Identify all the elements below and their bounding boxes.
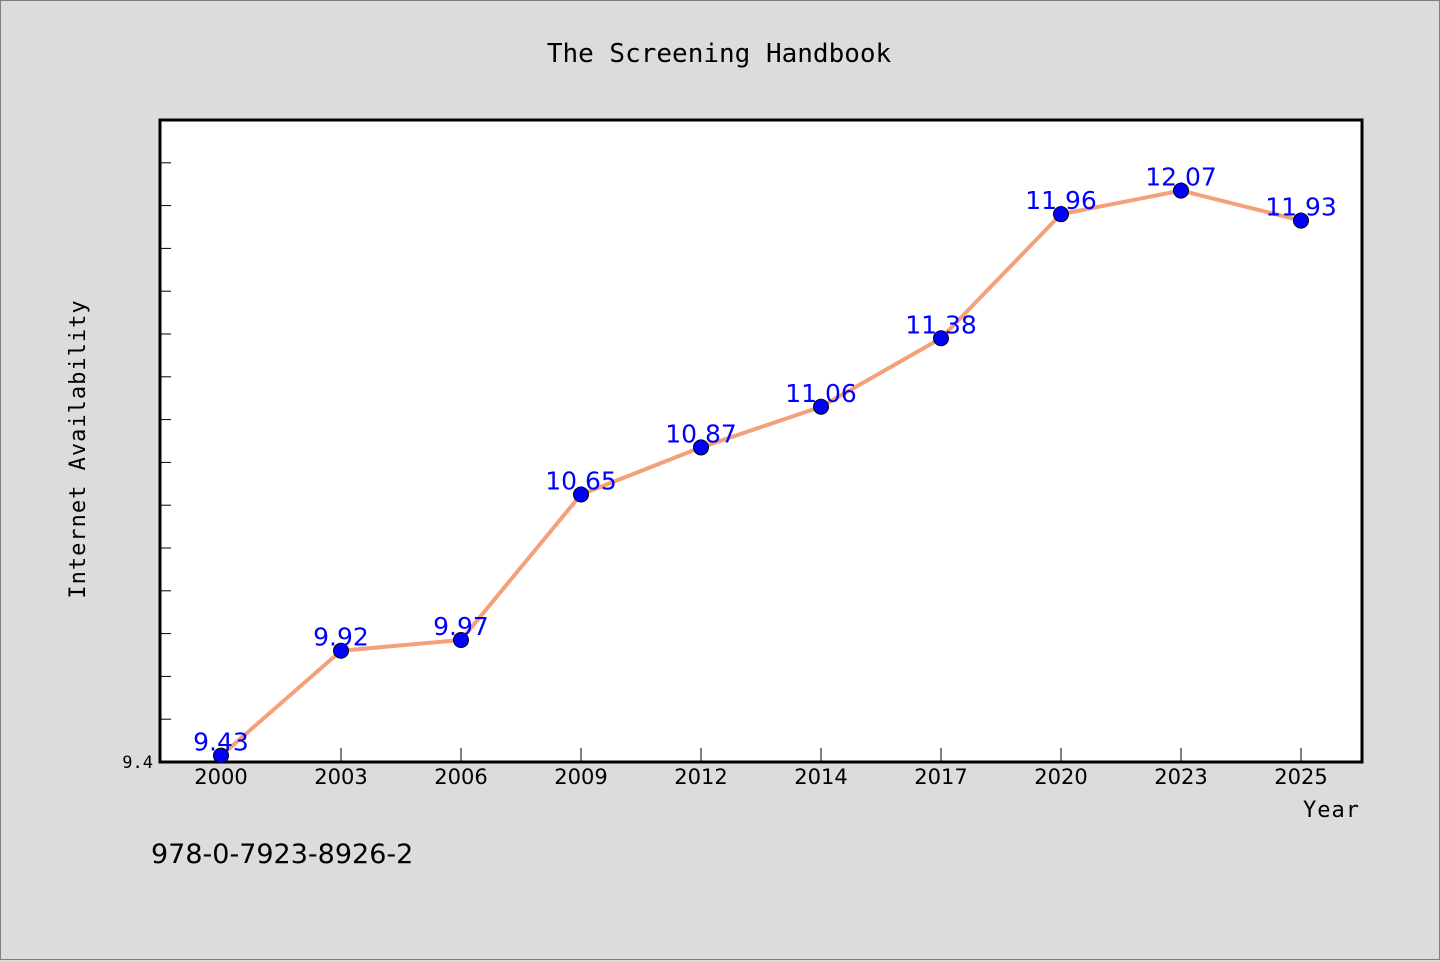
x-tick-label: 2014	[794, 765, 847, 789]
x-tick-label: 2009	[554, 765, 607, 789]
data-point	[1293, 212, 1309, 229]
data-label: 9.92	[313, 623, 369, 652]
data-point	[213, 747, 229, 764]
data-labels: 9.43 9.92 9.97 10.65 10.87 11.06 11.38 11.96 12.…	[193, 163, 1337, 757]
data-label: 11.06	[785, 379, 857, 408]
data-label: 12.07	[1145, 163, 1217, 192]
series-line	[219, 188, 1303, 758]
x-tick-label: 2006	[434, 765, 487, 789]
chart-title: The Screening Handbook	[547, 39, 892, 69]
x-tick-label: 2012	[674, 765, 727, 789]
data-label: 10.87	[665, 419, 737, 448]
x-tick-label: 2020	[1034, 765, 1087, 789]
data-label: 10.65	[545, 467, 617, 496]
data-label: 11.38	[905, 310, 977, 339]
x-tick-label: 2003	[314, 765, 367, 789]
x-tick-label: 2017	[914, 765, 967, 789]
data-label: 11.93	[1265, 193, 1337, 222]
y-axis-label: Internet Availability	[66, 299, 91, 598]
data-label: 9.43	[193, 728, 249, 757]
isbn-text: 978-0-7923-8926-2	[151, 839, 413, 870]
data-point	[1053, 206, 1069, 223]
data-label: 9.97	[433, 612, 489, 641]
x-tick-label: 2023	[1154, 765, 1207, 789]
data-point	[813, 398, 829, 415]
data-point	[333, 642, 349, 659]
x-tick-label: 2000	[194, 765, 247, 789]
data-point	[693, 439, 709, 456]
data-point	[1173, 182, 1189, 199]
series-markers	[213, 182, 1309, 764]
data-label: 11.96	[1025, 186, 1097, 215]
x-axis-tick-labels: 2000 2003 2006 2009 2012 2014 2017 2020 2023 2025	[194, 765, 1327, 789]
data-point	[573, 486, 589, 503]
plot-area	[158, 118, 1364, 764]
y-tick-label: 9.4	[122, 753, 153, 773]
y-axis-ticks	[160, 162, 171, 720]
x-tick-label: 2025	[1274, 765, 1327, 789]
data-point	[933, 330, 949, 347]
data-point	[453, 632, 469, 649]
x-axis-label: Year	[1303, 798, 1360, 823]
